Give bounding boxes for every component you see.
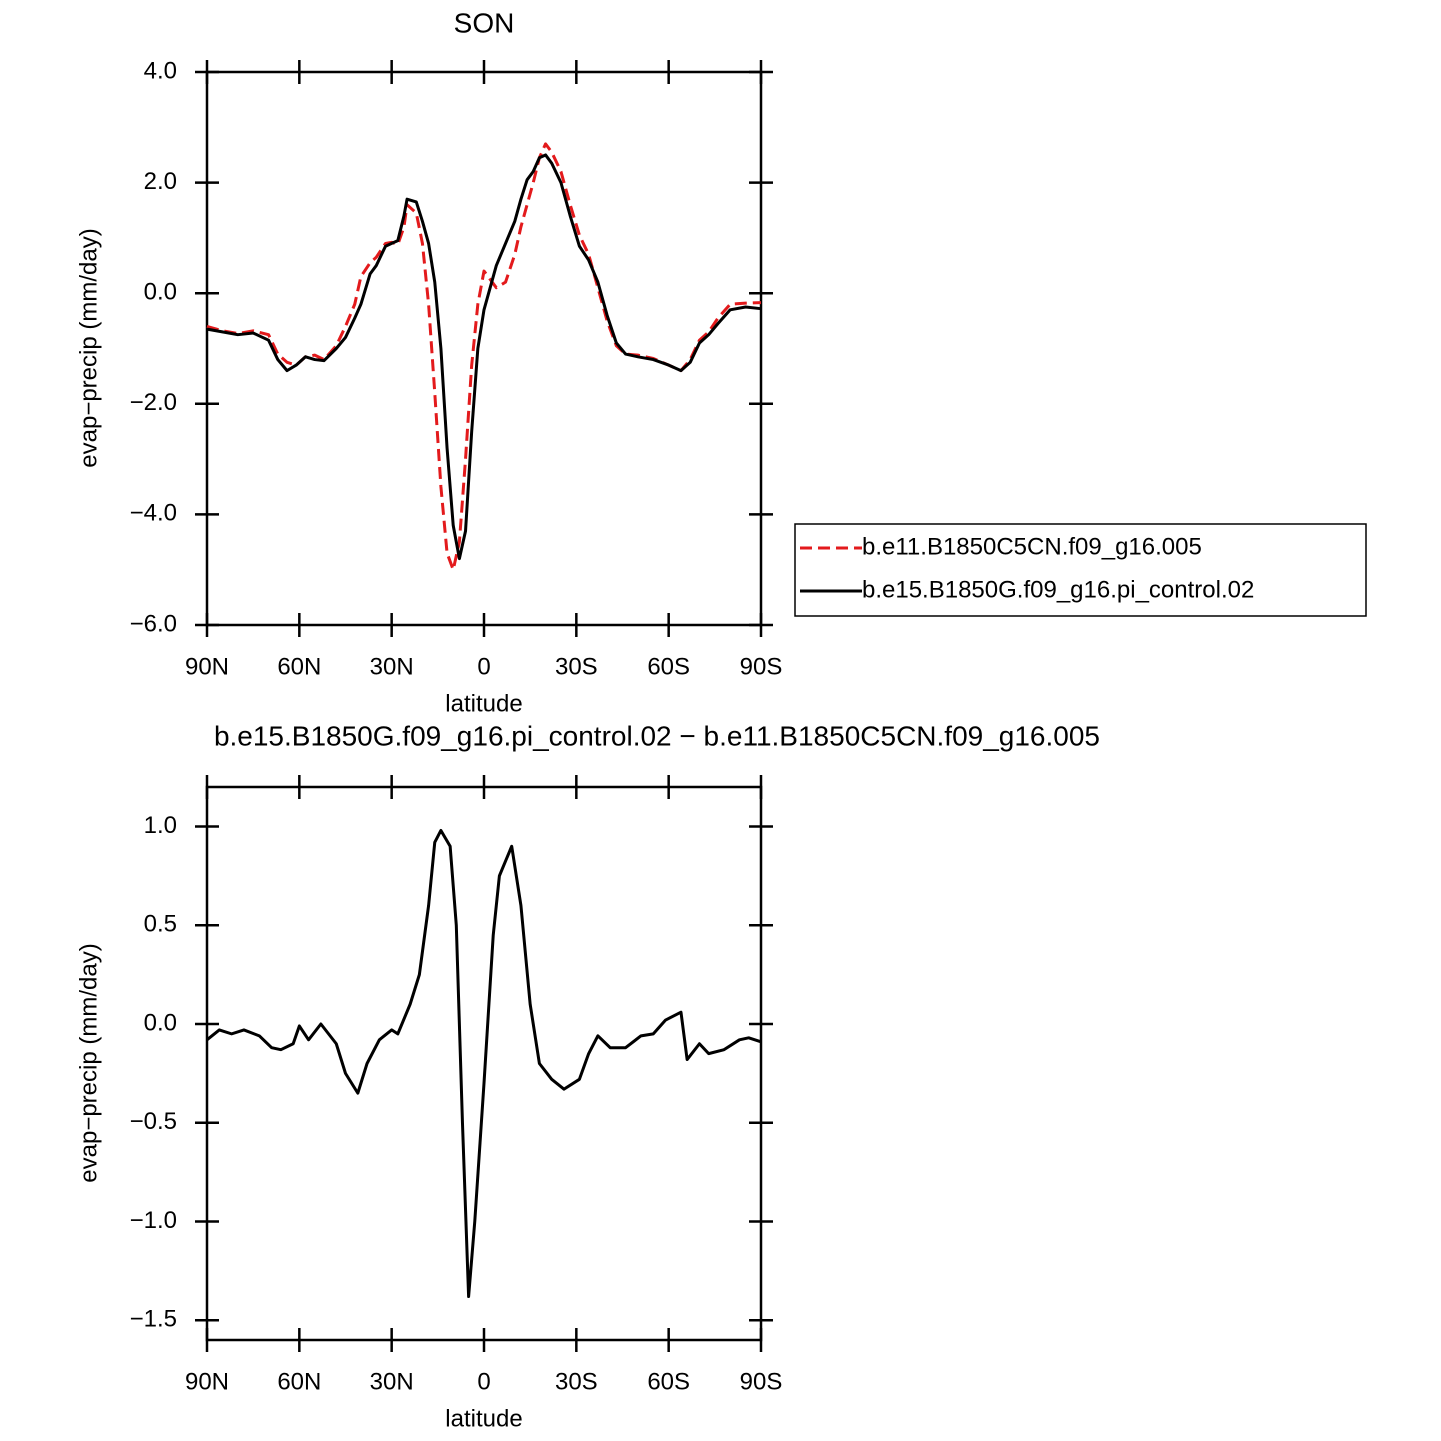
y-tick-label: −1.5 bbox=[130, 1306, 177, 1333]
x-tick-label: 30N bbox=[370, 1368, 414, 1395]
chart-title: SON bbox=[454, 7, 515, 38]
x-tick-label: 90N bbox=[185, 1368, 229, 1395]
y-axis-label: evap−precip (mm/day) bbox=[75, 943, 102, 1182]
y-tick-label: −6.0 bbox=[130, 610, 177, 637]
y-tick-label: 0.5 bbox=[144, 911, 177, 938]
x-tick-label: 60N bbox=[277, 1368, 321, 1395]
y-axis-label: evap−precip (mm/day) bbox=[75, 228, 102, 467]
x-tick-label: 60N bbox=[277, 653, 321, 680]
x-axis-label: latitude bbox=[445, 1405, 522, 1432]
y-tick-label: 1.0 bbox=[144, 812, 177, 839]
x-tick-label: 90N bbox=[185, 653, 229, 680]
x-tick-label: 0 bbox=[477, 653, 490, 680]
x-tick-label: 0 bbox=[477, 1368, 490, 1395]
x-tick-label: 30S bbox=[555, 653, 598, 680]
data-line bbox=[206, 153, 762, 561]
x-tick-label: 30S bbox=[555, 1368, 598, 1395]
data-line bbox=[206, 828, 762, 1299]
plot-frame bbox=[205, 70, 763, 627]
x-tick-label: 60S bbox=[647, 653, 690, 680]
x-tick-label: 60S bbox=[647, 1368, 690, 1395]
y-tick-label: 4.0 bbox=[144, 57, 177, 84]
x-tick-label: 90S bbox=[740, 1368, 783, 1395]
x-axis-label: latitude bbox=[445, 690, 522, 717]
chart-title: b.e15.B1850G.f09_g16.pi_control.02 − b.e… bbox=[214, 720, 1100, 751]
y-tick-label: −1.0 bbox=[130, 1207, 177, 1234]
legend-label: b.e15.B1850G.f09_g16.pi_control.02 bbox=[862, 576, 1254, 603]
x-tick-label: 30N bbox=[370, 653, 414, 680]
y-tick-label: −4.0 bbox=[130, 500, 177, 527]
y-tick-label: −2.0 bbox=[130, 389, 177, 416]
data-line bbox=[206, 142, 762, 572]
y-tick-label: 0.0 bbox=[144, 279, 177, 306]
x-tick-label: 90S bbox=[740, 653, 783, 680]
legend-box bbox=[794, 523, 1367, 617]
y-tick-label: −0.5 bbox=[130, 1108, 177, 1135]
y-tick-label: 0.0 bbox=[144, 1009, 177, 1036]
y-tick-label: 2.0 bbox=[144, 168, 177, 195]
legend-label: b.e11.B1850C5CN.f09_g16.005 bbox=[862, 533, 1202, 560]
